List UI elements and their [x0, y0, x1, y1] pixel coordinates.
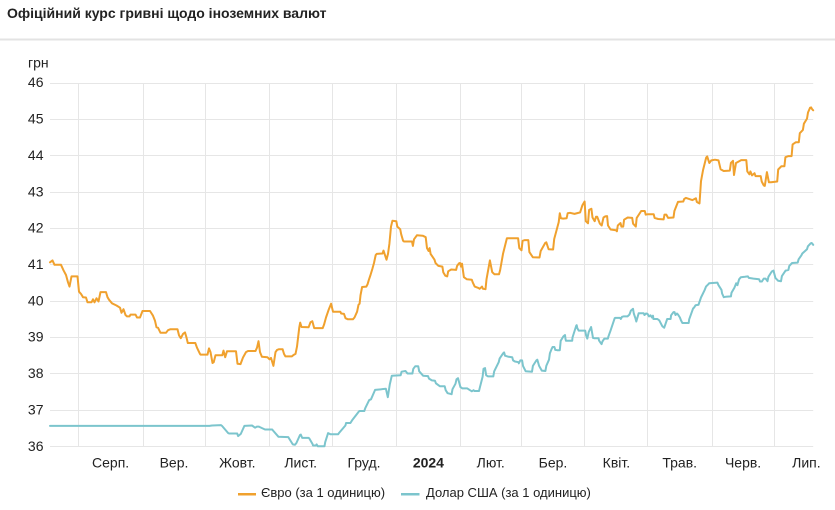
svg-text:39: 39: [28, 329, 44, 345]
svg-text:Черв.: Черв.: [725, 455, 761, 471]
svg-text:Груд.: Груд.: [347, 455, 380, 471]
svg-text:Вер.: Вер.: [160, 455, 189, 471]
svg-text:Лют.: Лют.: [477, 455, 505, 471]
svg-text:Серп.: Серп.: [92, 455, 129, 471]
svg-text:Лист.: Лист.: [284, 455, 317, 471]
svg-text:2024: 2024: [413, 455, 444, 471]
svg-text:грн: грн: [28, 55, 49, 71]
svg-text:36: 36: [28, 438, 44, 454]
svg-text:Долар США (за 1 одиницю): Долар США (за 1 одиницю): [426, 485, 591, 500]
svg-text:Жовт.: Жовт.: [219, 455, 255, 471]
svg-text:40: 40: [28, 292, 44, 308]
svg-text:Квіт.: Квіт.: [603, 455, 630, 471]
svg-text:Бер.: Бер.: [539, 455, 568, 471]
svg-text:Трав.: Трав.: [662, 455, 697, 471]
svg-text:46: 46: [28, 74, 44, 90]
svg-text:38: 38: [28, 365, 44, 381]
svg-text:44: 44: [28, 147, 44, 163]
svg-text:41: 41: [28, 256, 44, 272]
svg-text:Євро (за 1 одиницю): Євро (за 1 одиницю): [261, 485, 385, 500]
svg-text:Лип.: Лип.: [792, 455, 820, 471]
svg-text:43: 43: [28, 183, 44, 199]
svg-text:37: 37: [28, 401, 44, 417]
svg-text:45: 45: [28, 111, 44, 127]
svg-text:42: 42: [28, 220, 44, 236]
svg-text:Офіційний курс гривні щодо іно: Офіційний курс гривні щодо іноземних вал…: [7, 5, 327, 21]
